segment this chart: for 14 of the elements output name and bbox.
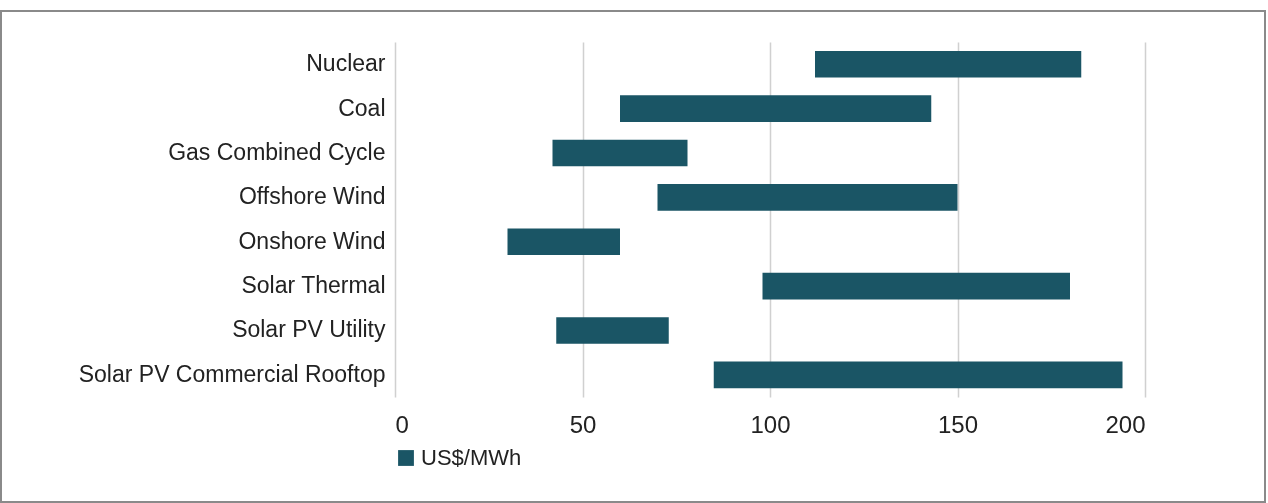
y-tick-label: Solar PV Commercial Rooftop: [78, 360, 386, 387]
y-tick-label: Coal: [338, 94, 386, 121]
x-tick-label: 150: [937, 410, 979, 438]
y-tick-label: Solar Thermal: [241, 272, 386, 299]
y-tick-label: Solar PV Utility: [232, 316, 386, 343]
y-tick-label: Nuclear: [306, 50, 386, 77]
y-tick-label: Onshore Wind: [238, 227, 386, 254]
y-tick-label: Gas Combined Cycle: [168, 138, 386, 165]
x-tick-label: 0: [395, 410, 409, 438]
legend-label: US$/MWh: [421, 445, 522, 470]
y-tick-label: Offshore Wind: [238, 183, 386, 210]
x-tick-label: 50: [569, 410, 597, 438]
x-tick-label: 200: [1105, 410, 1146, 438]
x-tick-label: 100: [750, 410, 791, 438]
